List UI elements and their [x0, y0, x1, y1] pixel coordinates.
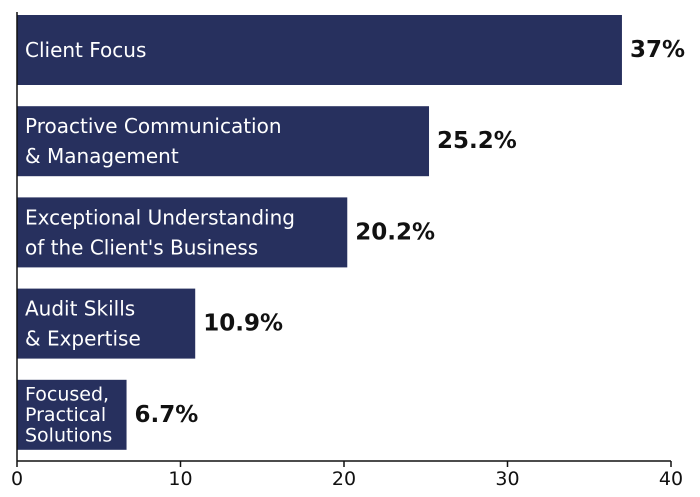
- x-tick-label: 40: [659, 468, 683, 490]
- x-tick-label: 10: [168, 468, 192, 490]
- bar-category-label: Proactive Communication: [25, 114, 282, 138]
- bar-value-label: 10.9%: [203, 311, 283, 337]
- bar-category-label: Solutions: [25, 424, 112, 446]
- bar-category-label: Client Focus: [25, 38, 146, 62]
- bar-group: Proactive Communication & Management 25.2%: [17, 106, 517, 177]
- bar-value-label: 6.7%: [135, 402, 199, 428]
- x-tick-label: 0: [11, 468, 23, 490]
- bar-category-label: Focused,: [25, 383, 109, 405]
- bar-category-label: & Management: [25, 144, 179, 168]
- bar-category-label: Audit Skills: [25, 297, 135, 321]
- bar-group: Audit Skills & Expertise 10.9%: [17, 288, 283, 359]
- bar-category-label: Exceptional Understanding: [25, 205, 295, 229]
- x-axis: 0 10 20 30 40: [11, 12, 683, 490]
- bar: [17, 15, 622, 85]
- bar: [17, 379, 127, 450]
- x-tick-label: 20: [332, 468, 356, 490]
- bar-group: Exceptional Understanding of the Client's…: [17, 197, 435, 268]
- bar-value-label: 37%: [630, 37, 685, 63]
- bar-group: Client Focus 37%: [17, 15, 685, 85]
- bar: [17, 106, 430, 177]
- bars-group: Client Focus 37% Proactive Communication & …: [17, 15, 685, 450]
- bar: [17, 288, 196, 359]
- bar-category-label: of the Client's Business: [25, 235, 258, 259]
- x-tick-label: 30: [495, 468, 519, 490]
- bar-category-label: Practical: [25, 404, 106, 426]
- bar-category-label: & Expertise: [25, 327, 141, 351]
- bar-value-label: 20.2%: [355, 219, 435, 245]
- bar: [17, 197, 348, 268]
- bar-value-label: 25.2%: [437, 128, 517, 154]
